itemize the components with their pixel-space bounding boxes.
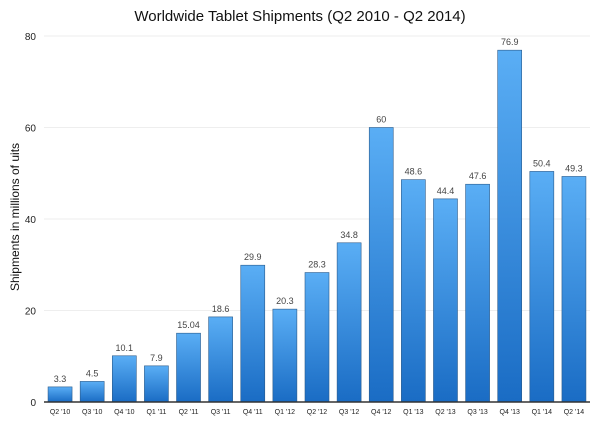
- data-label: 20.3: [276, 296, 294, 306]
- data-label: 28.3: [308, 260, 326, 270]
- bar: [47, 386, 73, 403]
- x-tick-label: Q4 '11: [243, 409, 263, 416]
- x-tick-label: Q3 '12: [339, 409, 360, 416]
- y-tick-label: 40: [25, 215, 37, 226]
- data-label: 44.4: [437, 186, 455, 196]
- x-tick-label: Q1 '12: [275, 409, 296, 416]
- data-label: 15.04: [177, 320, 200, 330]
- bar: [304, 272, 330, 403]
- x-tick-label: Q2 '12: [307, 409, 328, 416]
- bar: [208, 316, 233, 403]
- x-tick-label: Q2 '14: [564, 409, 585, 416]
- data-label: 47.6: [469, 171, 487, 181]
- bar: [433, 198, 458, 403]
- x-tick-label: Q4 '10: [114, 409, 135, 416]
- data-label: 7.9: [150, 353, 163, 363]
- data-label: 29.9: [244, 252, 262, 262]
- bar: [272, 308, 298, 403]
- x-tick-label: Q1 '13: [403, 409, 424, 416]
- bar: [111, 355, 137, 403]
- bar: [561, 176, 587, 403]
- data-label: 48.6: [405, 167, 423, 177]
- bar: [497, 49, 523, 403]
- bar: [529, 171, 555, 403]
- y-tick-label: 80: [25, 32, 37, 43]
- bar: [336, 242, 362, 403]
- data-label: 50.4: [533, 158, 551, 168]
- data-label: 10.1: [116, 343, 134, 353]
- y-tick-label: 60: [25, 124, 37, 135]
- data-label: 34.8: [340, 230, 358, 240]
- x-tick-label: Q2 '11: [179, 409, 199, 416]
- bar: [176, 332, 201, 403]
- y-tick-label: 20: [25, 307, 37, 318]
- x-tick-label: Q1 '14: [532, 409, 553, 416]
- data-label: 76.9: [501, 37, 519, 47]
- data-label: 3.3: [54, 374, 67, 384]
- bar: [79, 381, 105, 403]
- x-tick-label: Q4 '12: [371, 409, 392, 416]
- data-label: 4.5: [86, 368, 99, 378]
- chart-title: Worldwide Tablet Shipments (Q2 2010 - Q2…: [134, 8, 466, 25]
- bar: [368, 127, 394, 403]
- y-tick-label: 0: [30, 398, 36, 409]
- data-label: 49.3: [565, 163, 583, 173]
- bar: [144, 365, 169, 403]
- x-tick-label: Q1 '11: [146, 409, 166, 416]
- data-label: 60: [376, 115, 386, 125]
- x-tick-label: Q4 '13: [500, 409, 521, 416]
- x-tick-label: Q2 '10: [50, 409, 71, 416]
- x-tick-label: Q3 '13: [467, 409, 488, 416]
- x-tick-label: Q2 '13: [435, 409, 456, 416]
- x-tick-label: Q3 '10: [82, 409, 103, 416]
- bar: [401, 179, 426, 403]
- data-label: 18.6: [212, 304, 230, 314]
- bar: [465, 183, 490, 403]
- bar: [240, 264, 266, 403]
- x-tick-label: Q3 '11: [211, 409, 231, 416]
